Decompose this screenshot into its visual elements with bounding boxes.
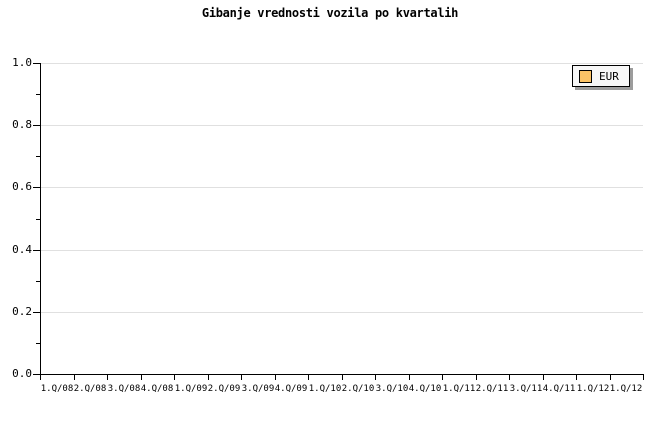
y-gridline <box>41 250 643 251</box>
y-axis-minor-tick <box>36 156 40 157</box>
y-gridline <box>41 63 643 64</box>
legend: EUR <box>572 65 630 87</box>
y-axis-label: 1.0 <box>12 56 32 69</box>
x-axis-line <box>40 374 644 375</box>
y-axis-label: 0.8 <box>12 118 32 131</box>
x-axis-tick <box>107 375 108 380</box>
y-axis-minor-tick <box>36 343 40 344</box>
x-axis-tick <box>141 375 142 380</box>
x-axis-label: 1.Q/12 <box>609 384 643 394</box>
y-axis-major-tick <box>33 374 40 375</box>
x-axis-tick <box>275 375 276 380</box>
x-axis-tick <box>576 375 577 380</box>
y-axis-label: 0.6 <box>12 180 32 193</box>
x-axis-tick <box>442 375 443 380</box>
x-axis-tick <box>409 375 410 380</box>
x-axis-label: 1.Q/11 <box>442 384 476 394</box>
x-axis-tick <box>74 375 75 380</box>
y-axis-major-tick <box>33 250 40 251</box>
y-axis-major-tick <box>33 125 40 126</box>
x-axis-tick <box>241 375 242 380</box>
x-axis-label: 4.Q/11 <box>542 384 576 394</box>
x-axis-label: 4.Q/09 <box>274 384 308 394</box>
x-axis-label: 4.Q/08 <box>140 384 174 394</box>
x-axis-label: 3.Q/11 <box>509 384 543 394</box>
x-axis-tick <box>174 375 175 380</box>
x-axis-tick <box>509 375 510 380</box>
y-axis-major-tick <box>33 63 40 64</box>
x-axis-label: 4.Q/10 <box>408 384 442 394</box>
y-axis-major-tick <box>33 312 40 313</box>
y-gridline <box>41 125 643 126</box>
y-axis-line <box>40 63 41 375</box>
x-axis-label: 1.Q/08 <box>40 384 74 394</box>
x-axis-label: 2.Q/09 <box>207 384 241 394</box>
x-axis-tick <box>610 375 611 380</box>
y-axis-label: 0.2 <box>12 305 32 318</box>
chart-title: Gibanje vrednosti vozila po kvartalih <box>201 6 459 20</box>
x-axis-label: 3.Q/08 <box>107 384 141 394</box>
x-axis-label: 1.Q/09 <box>174 384 208 394</box>
y-axis-label: 0.0 <box>12 367 32 380</box>
x-axis-tick <box>40 375 41 380</box>
y-gridline <box>41 312 643 313</box>
x-axis-tick <box>342 375 343 380</box>
x-axis-tick <box>543 375 544 380</box>
x-axis-label: 2.Q/10 <box>341 384 375 394</box>
x-axis-tick <box>476 375 477 380</box>
legend-label: EUR <box>599 69 619 83</box>
y-axis-minor-tick <box>36 94 40 95</box>
x-axis-tick <box>375 375 376 380</box>
x-axis-tick <box>208 375 209 380</box>
y-gridline <box>41 187 643 188</box>
x-axis-tick <box>643 375 644 380</box>
x-axis-label: 1.Q/10 <box>308 384 342 394</box>
x-axis-tick <box>308 375 309 380</box>
legend-swatch-icon <box>579 69 592 83</box>
x-axis-label: 3.Q/10 <box>375 384 409 394</box>
y-axis-label: 0.4 <box>12 243 32 256</box>
y-axis-minor-tick <box>36 219 40 220</box>
y-axis-major-tick <box>33 187 40 188</box>
x-axis-label: 1.Q/12 <box>576 384 610 394</box>
x-axis-label: 2.Q/08 <box>73 384 107 394</box>
x-axis-label: 3.Q/09 <box>241 384 275 394</box>
x-axis-label: 2.Q/11 <box>475 384 509 394</box>
y-axis-minor-tick <box>36 281 40 282</box>
